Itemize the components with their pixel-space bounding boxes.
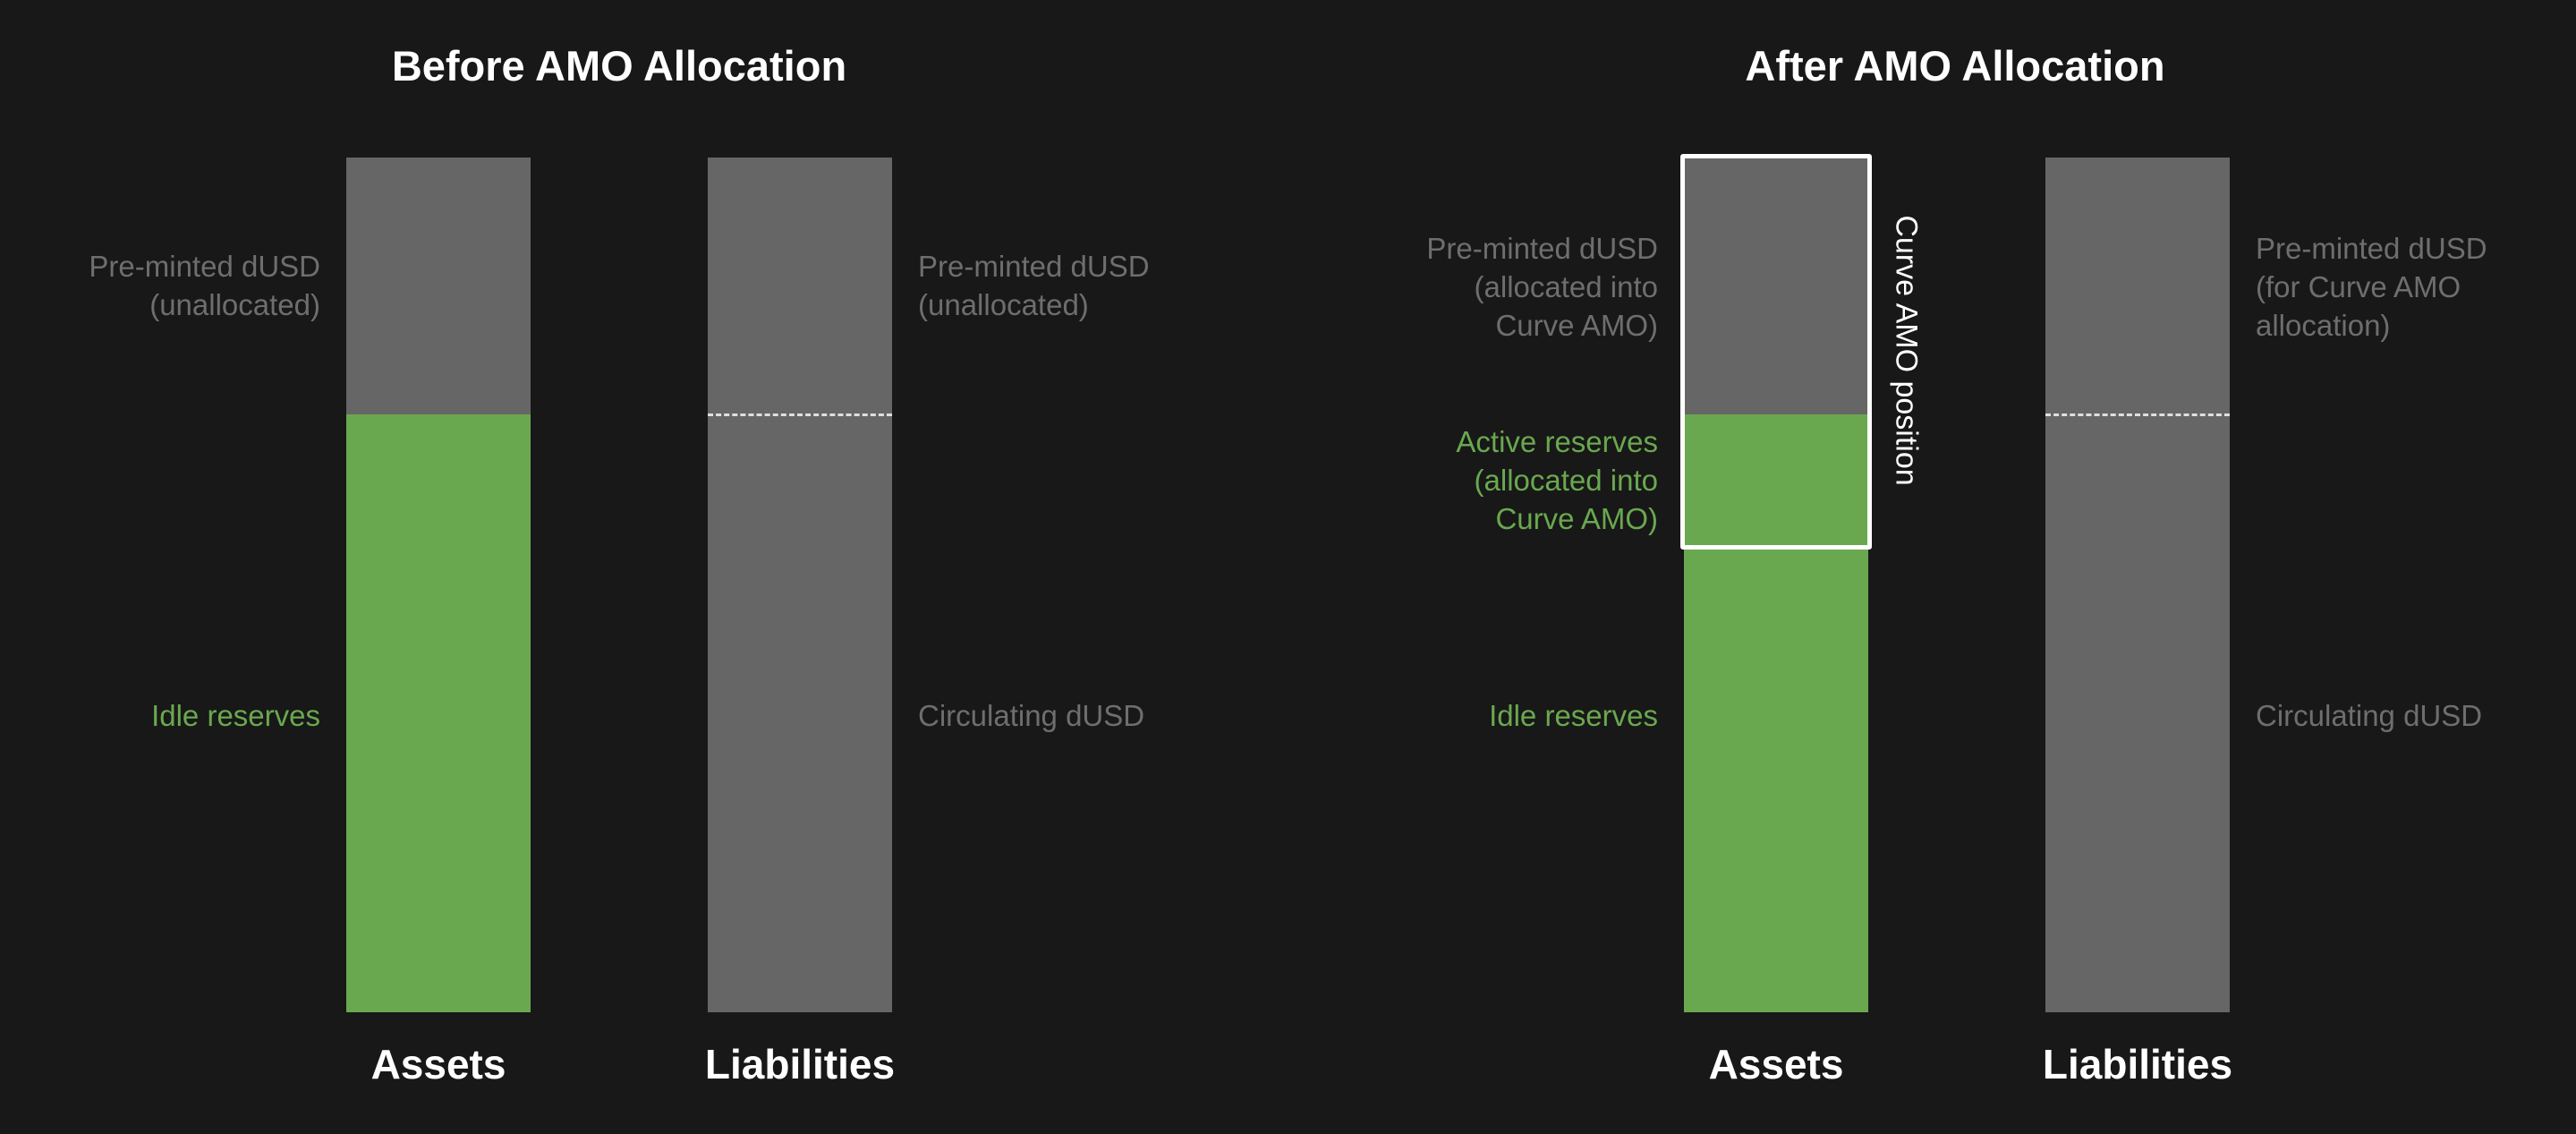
- curve-amo-position-label: Curve AMO position: [1889, 215, 1924, 486]
- after-liabilities-label: Liabilities: [2042, 1041, 2233, 1087]
- after-idle-reserves-label: Idle reserves: [1489, 699, 1658, 732]
- before-liabilities-preminted-label: Pre-minted dUSD (unallocated): [918, 250, 1150, 321]
- before-circulating-label: Circulating dUSD: [918, 699, 1145, 732]
- after-assets-label: Assets: [1708, 1041, 1844, 1087]
- after-liabilities-bar: [2045, 158, 2230, 1012]
- before-idle-reserves-label: Idle reserves: [151, 699, 320, 732]
- after-liabilities-preminted-label: Pre-minted dUSD (for Curve AMO allocatio…: [2256, 232, 2487, 342]
- before-title: Before AMO Allocation: [391, 42, 847, 90]
- curve-amo-position-box: [1680, 154, 1872, 550]
- before-liabilities-label: Liabilities: [704, 1041, 896, 1087]
- after-title: After AMO Allocation: [1745, 42, 2165, 90]
- before-assets-preminted-label: Pre-minted dUSD (unallocated): [89, 250, 320, 321]
- divider-dashed: [708, 414, 892, 416]
- reserves-segment: [1684, 414, 1868, 1012]
- before-liabilities-bar: [708, 158, 892, 1012]
- after-assets-bar: [1684, 158, 1868, 1012]
- before-assets-bar: [346, 158, 531, 1012]
- after-active-reserves-label: Active reserves (allocated into Curve AM…: [1456, 425, 1658, 535]
- after-assets-preminted-label: Pre-minted dUSD (allocated into Curve AM…: [1426, 232, 1658, 342]
- after-circulating-label: Circulating dUSD: [2256, 699, 2483, 732]
- idle-reserves-segment: [346, 414, 531, 1012]
- divider-dashed: [2045, 414, 2230, 416]
- before-assets-label: Assets: [370, 1041, 506, 1087]
